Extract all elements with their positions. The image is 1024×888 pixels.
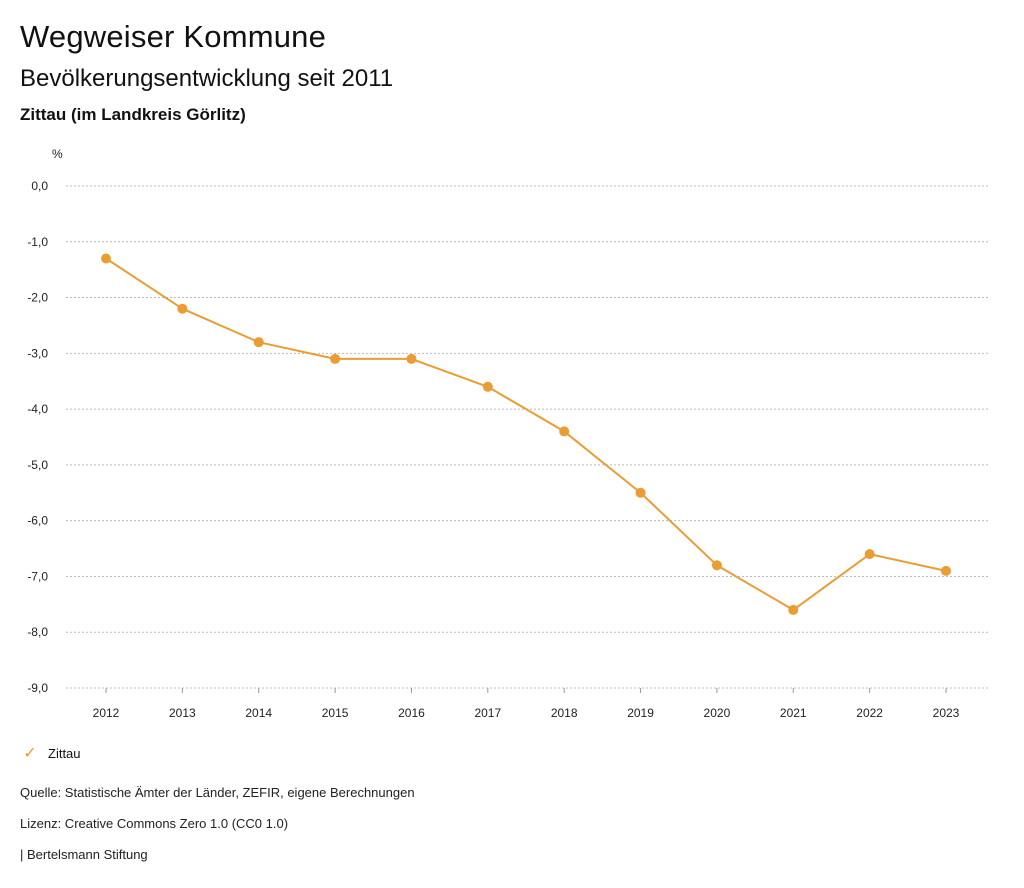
x-tick-label: 2022 [856,706,883,720]
y-tick-label: -7,0 [27,569,48,583]
data-point[interactable] [788,604,799,615]
series-line [105,257,947,611]
data-point[interactable] [864,549,875,560]
x-tick-label: 2013 [169,706,196,720]
y-tick-label: -5,0 [27,458,48,472]
brand-note: | Bertelsmann Stiftung [20,847,148,862]
x-tick-label: 2023 [933,706,960,720]
data-point[interactable] [330,353,341,364]
data-point[interactable] [177,303,188,314]
line-chart: % 0,0 -1,0 -2,0 -3,0 -4,0 -5,0 -6,0 -7,0 -8,0 -9,… [27,147,990,720]
x-tick-label: 2015 [322,706,349,720]
x-tick-label: 2017 [474,706,501,720]
x-tick-label: 2012 [93,706,120,720]
license-note: Lizenz: Creative Commons Zero 1.0 (CC0 1… [20,816,289,831]
y-tick-label: -6,0 [27,514,48,528]
data-point[interactable] [253,337,264,348]
data-point[interactable] [941,565,951,576]
page-title: Wegweiser Kommune [20,19,327,54]
y-tick-label: -1,0 [27,235,48,249]
data-point[interactable] [635,487,646,498]
y-tick-label: -9,0 [27,681,48,695]
y-tick-label: -2,0 [27,291,48,305]
x-tick-label: 2020 [704,706,731,720]
x-tick-label: 2019 [627,706,654,720]
x-tick-label: 2018 [551,706,578,720]
y-tick-label: 0,0 [31,179,48,193]
grid-layer [66,185,990,689]
check-icon[interactable]: ✓ [23,745,37,762]
legend-label: Zittau [48,746,81,761]
x-axis-ticks: 2012 2013 2014 2015 2016 2017 2018 2019 2020 2021… [93,688,960,720]
data-point[interactable] [406,353,417,364]
x-tick-label: 2021 [780,706,807,720]
chart-subtitle: Bevölkerungsentwicklung seit 2011 [20,65,394,92]
x-tick-label: 2016 [398,706,425,720]
y-axis-unit-label: % [52,147,63,161]
x-tick-label: 2014 [245,706,272,720]
y-tick-label: -8,0 [27,625,48,639]
y-tick-label: -3,0 [27,346,48,360]
data-point[interactable] [711,560,722,571]
region-label: Zittau (im Landkreis Görlitz) [20,105,246,124]
data-point[interactable] [482,381,493,392]
data-point[interactable] [101,253,111,264]
legend[interactable]: ✓ Zittau [22,744,81,764]
data-point[interactable] [559,426,570,437]
y-tick-label: -4,0 [27,402,48,416]
source-note: Quelle: Statistische Ämter der Länder, Z… [20,785,415,800]
series-layer [101,253,951,615]
y-axis-ticks: 0,0 -1,0 -2,0 -3,0 -4,0 -5,0 -6,0 -7,0 -8,0 -9,0 [27,179,48,695]
